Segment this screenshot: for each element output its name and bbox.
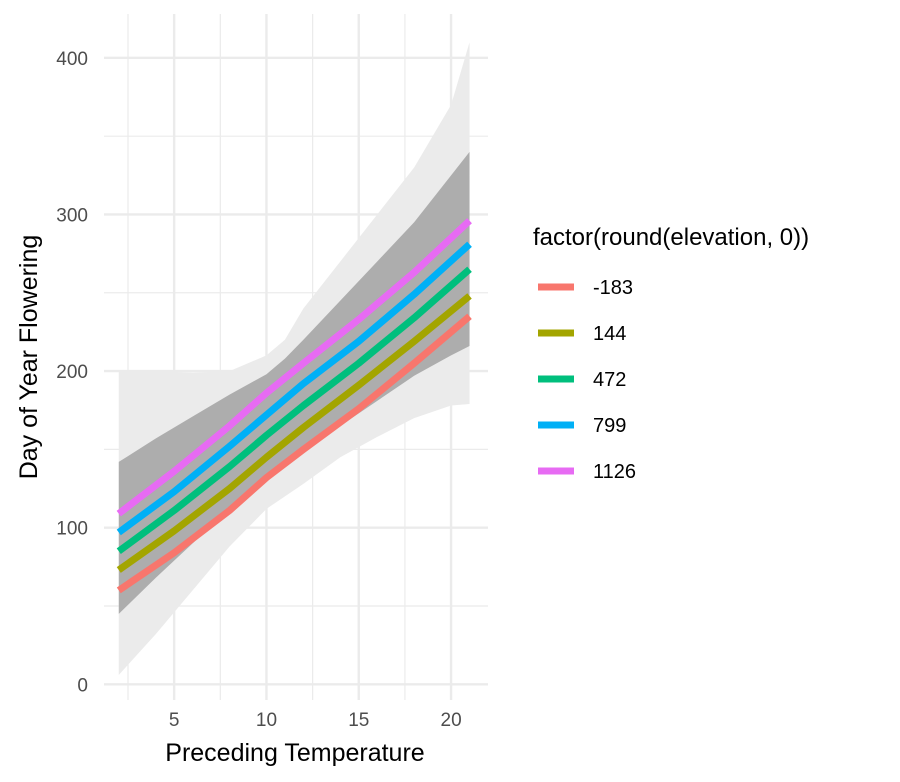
legend-label-144: 144 <box>593 323 626 345</box>
x-tick-label: 15 <box>348 710 369 731</box>
y-tick-label: 400 <box>56 49 88 70</box>
x-tick-label: 20 <box>441 710 462 731</box>
series-line-799 <box>116 241 472 536</box>
y-tick-label: 100 <box>56 519 88 540</box>
legend-items: -183 144 472 799 1126 <box>538 277 636 483</box>
y-tick-label: 0 <box>77 675 88 696</box>
series-lines <box>116 218 472 594</box>
x-tick-label: 10 <box>256 710 277 731</box>
series-line-472 <box>116 266 472 555</box>
legend-label-799: 799 <box>593 415 626 437</box>
series-line-144 <box>116 293 472 573</box>
legend: factor(round(elevation, 0)) -183 144 472 79… <box>533 224 809 483</box>
legend-label-472: 472 <box>593 369 626 391</box>
series-line-1126 <box>116 218 472 517</box>
legend-label--183: -183 <box>593 277 633 299</box>
inner-confidence-band <box>118 151 470 614</box>
y-axis-title: Day of Year Flowering <box>15 235 43 480</box>
series-line--183 <box>116 313 472 594</box>
legend-title: factor(round(elevation, 0)) <box>533 224 809 251</box>
legend-label-1126: 1126 <box>593 461 636 483</box>
confidence-bands <box>118 42 470 675</box>
y-tick-label: 300 <box>56 205 88 226</box>
x-axis-title: Preceding Temperature <box>165 739 424 767</box>
y-axis-tick-labels: 0 100 200 300 400 <box>56 49 88 696</box>
x-tick-label: 5 <box>169 710 180 731</box>
x-axis-tick-labels: 5 10 15 20 <box>169 710 462 731</box>
y-tick-label: 200 <box>56 362 88 383</box>
